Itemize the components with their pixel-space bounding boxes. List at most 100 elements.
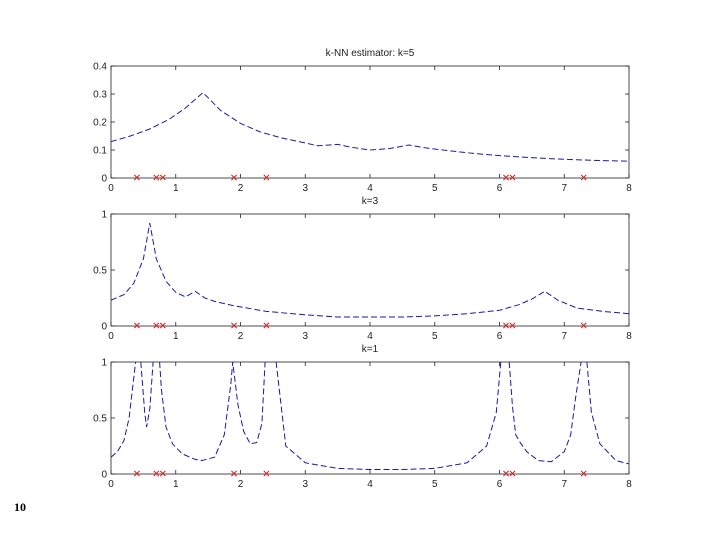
sample-marker-stroke	[263, 470, 270, 477]
y-tick-label: 1	[101, 358, 107, 369]
sample-marker-stroke	[503, 322, 509, 329]
sample-marker	[159, 322, 166, 329]
sample-marker	[503, 470, 509, 477]
sample-marker-stroke	[509, 174, 516, 181]
sample-marker-stroke	[231, 174, 237, 181]
x-tick-label: 8	[626, 331, 632, 342]
x-tick-label: 7	[561, 331, 567, 342]
sample-marker	[231, 322, 237, 329]
sample-marker	[133, 174, 140, 181]
sample-marker	[509, 470, 516, 477]
y-tick-label: 0.4	[93, 62, 107, 73]
density-curve	[111, 222, 629, 318]
y-tick-label: 0.3	[93, 90, 107, 101]
sample-marker-stroke	[231, 322, 237, 329]
knn-panel-k1: k=1 0 1 2 3 4 5 6 7 8 0 0.5 1	[93, 344, 632, 490]
knn-panel-k3: k=3 0 1 2 3 4 5 6 7 8 0 0.5 1	[93, 196, 632, 342]
sample-marker-stroke	[580, 470, 587, 477]
page-number: 10	[14, 500, 26, 514]
x-tick-label: 2	[238, 183, 244, 194]
y-tick-label: 0.1	[93, 146, 107, 157]
sample-marker-stroke	[153, 322, 160, 329]
axes-box	[110, 65, 630, 179]
x-tick-label: 1	[173, 479, 179, 490]
x-tick-label: 2	[238, 331, 244, 342]
panel-title: k-NN estimator: k=5	[326, 48, 415, 59]
sample-marker-stroke	[231, 470, 237, 477]
x-tick-label: 3	[302, 331, 308, 342]
x-tick-label: 8	[626, 183, 632, 194]
sample-marker-stroke	[263, 322, 270, 329]
y-tick-label: 0	[101, 322, 107, 333]
x-tick-label: 0	[108, 479, 114, 490]
x-tick-label: 0	[108, 331, 114, 342]
x-tick-label: 6	[497, 183, 503, 194]
sample-marker	[580, 322, 587, 329]
x-tick-label: 6	[497, 331, 503, 342]
knn-panel-k5: k-NN estimator: k=5 0 1 2 3 4 5 6 7 8 0 0.1 0.2 0.3 0.…	[93, 48, 632, 194]
sample-marker-stroke	[153, 470, 160, 477]
y-tick-label: 0.5	[93, 266, 107, 277]
sample-marker	[580, 470, 587, 477]
sample-marker	[263, 322, 270, 329]
sample-marker	[263, 174, 270, 181]
x-tick-label: 7	[561, 183, 567, 194]
x-tick-label: 5	[432, 479, 438, 490]
sample-marker	[159, 470, 166, 477]
x-tick-label: 1	[173, 331, 179, 342]
y-tick-label: 0.5	[93, 414, 107, 425]
x-tick-label: 7	[561, 479, 567, 490]
sample-marker	[263, 470, 270, 477]
x-tick-label: 4	[367, 479, 373, 490]
density-curve	[111, 362, 629, 470]
sample-marker	[509, 322, 516, 329]
sample-marker-stroke	[509, 470, 516, 477]
sample-marker	[153, 174, 160, 181]
panel-title: k=1	[362, 344, 379, 355]
sample-marker-stroke	[133, 322, 140, 329]
x-tick-label: 3	[302, 479, 308, 490]
sample-marker-stroke	[580, 174, 587, 181]
x-tick-label: 4	[367, 183, 373, 194]
x-tick-label: 6	[497, 479, 503, 490]
sample-marker	[153, 322, 160, 329]
panel-title: k=3	[362, 196, 379, 207]
sample-marker	[503, 322, 509, 329]
x-tick-label: 5	[432, 331, 438, 342]
sample-marker	[503, 174, 509, 181]
sample-marker-stroke	[580, 322, 587, 329]
axes-box	[110, 361, 630, 475]
sample-marker-stroke	[159, 174, 166, 181]
sample-marker-stroke	[133, 470, 140, 477]
sample-marker-stroke	[159, 470, 166, 477]
sample-marker	[159, 174, 166, 181]
sample-marker	[153, 470, 160, 477]
sample-marker	[231, 174, 237, 181]
sample-marker-stroke	[509, 322, 516, 329]
x-tick-label: 2	[238, 479, 244, 490]
sample-marker-stroke	[503, 470, 509, 477]
x-tick-label: 4	[367, 331, 373, 342]
x-tick-label: 5	[432, 183, 438, 194]
axes-box	[110, 213, 630, 327]
sample-marker-stroke	[263, 174, 270, 181]
y-tick-label: 1	[101, 210, 107, 221]
y-tick-label: 0.2	[93, 118, 107, 129]
sample-marker	[580, 174, 587, 181]
sample-marker-stroke	[503, 174, 509, 181]
x-tick-label: 3	[302, 183, 308, 194]
sample-marker	[133, 322, 140, 329]
sample-marker	[231, 470, 237, 477]
y-tick-label: 0	[101, 174, 107, 185]
sample-marker	[133, 470, 140, 477]
sample-marker-stroke	[153, 174, 160, 181]
density-curve	[111, 91, 629, 162]
sample-marker-stroke	[159, 322, 166, 329]
x-tick-label: 1	[173, 183, 179, 194]
x-tick-label: 8	[626, 479, 632, 490]
x-tick-label: 0	[108, 183, 114, 194]
sample-marker-stroke	[133, 174, 140, 181]
y-tick-label: 0	[101, 470, 107, 481]
sample-marker	[509, 174, 516, 181]
